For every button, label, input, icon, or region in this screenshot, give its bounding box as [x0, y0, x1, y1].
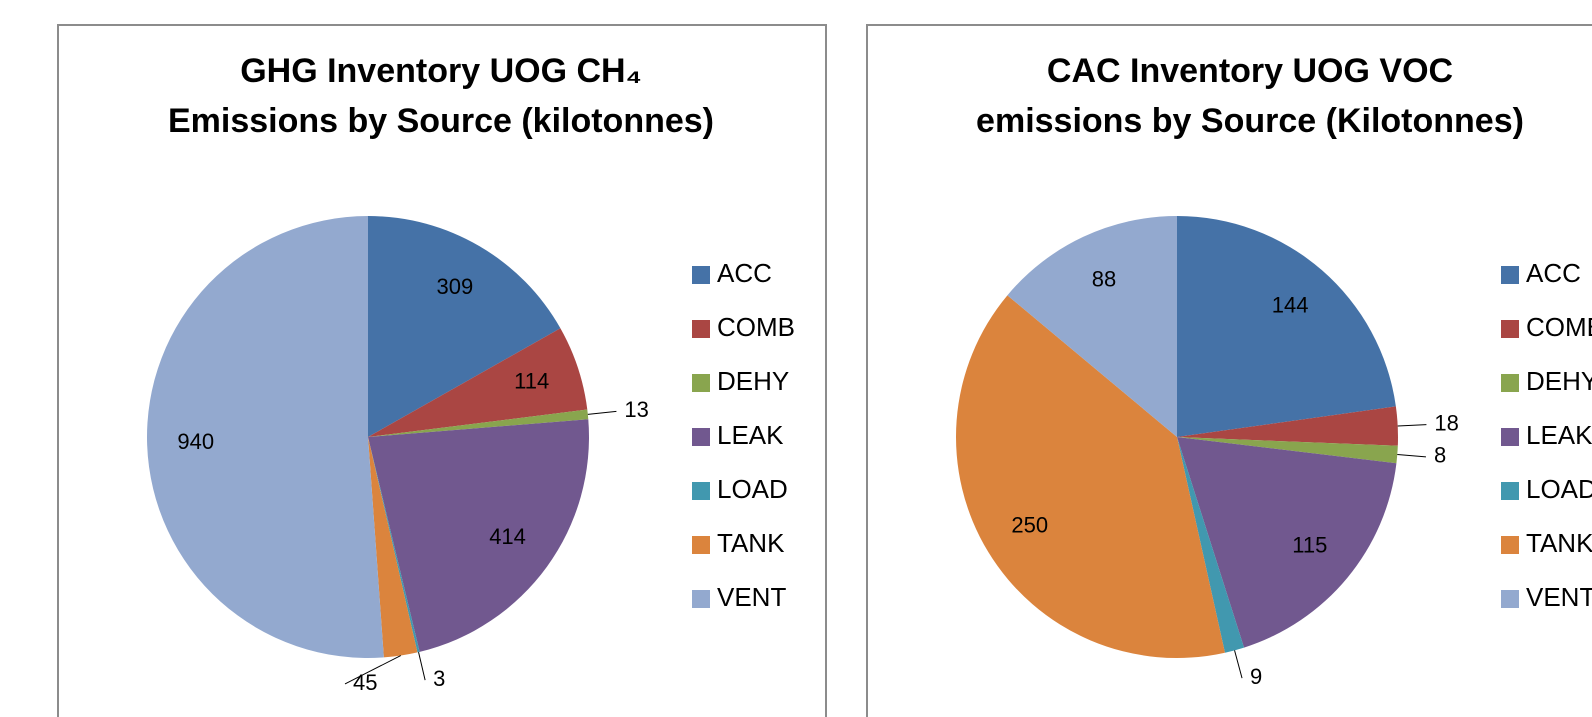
legend-swatch — [1501, 590, 1519, 608]
data-label: 250 — [1011, 512, 1048, 537]
chart-title: emissions by Source (Kilotonnes) — [976, 102, 1524, 140]
leader-line — [587, 410, 617, 415]
data-label: 144 — [1272, 293, 1309, 318]
leader-line — [1397, 454, 1426, 458]
legend-label: LEAK — [1526, 420, 1592, 450]
leader-line — [1397, 424, 1427, 427]
leader-line — [1234, 650, 1243, 679]
data-label: 114 — [514, 369, 549, 394]
data-label: 9 — [1250, 664, 1262, 689]
pie-slice — [1177, 437, 1397, 648]
data-label: 940 — [177, 429, 214, 454]
legend-swatch — [692, 428, 710, 446]
chart-title: GHG Inventory UOG CH₄ — [240, 52, 642, 90]
legend-swatch — [1501, 428, 1519, 446]
legend-label: VENT — [1526, 582, 1592, 612]
leader-line — [344, 655, 401, 685]
pie-slice — [368, 216, 561, 437]
data-label: 309 — [437, 274, 474, 299]
pie-slice — [147, 216, 384, 658]
legend-swatch — [692, 320, 710, 338]
legend-swatch — [692, 536, 710, 554]
leader-line — [418, 652, 426, 681]
legend-label: LOAD — [717, 474, 788, 504]
legend-swatch — [692, 266, 710, 284]
data-label: 88 — [1092, 267, 1116, 292]
legend-swatch — [692, 482, 710, 500]
legend-swatch — [692, 590, 710, 608]
legend-label: LEAK — [717, 420, 784, 450]
legend-label: VENT — [717, 582, 786, 612]
chart-title: CAC Inventory UOG VOC — [1047, 52, 1453, 90]
pie-slice — [1177, 406, 1399, 446]
data-label: 45 — [353, 670, 377, 695]
pie-slice — [368, 328, 588, 437]
pie-slice — [1007, 216, 1177, 437]
data-label: 414 — [489, 524, 526, 549]
pie-slice — [368, 437, 418, 658]
legend-label: DEHY — [717, 366, 789, 396]
legend-label: TANK — [717, 528, 785, 558]
legend-swatch — [1501, 536, 1519, 554]
data-label: 13 — [624, 397, 648, 422]
pie-slice — [1177, 216, 1396, 437]
data-label: 115 — [1292, 533, 1327, 558]
chart-title: Emissions by Source (kilotonnes) — [168, 102, 714, 140]
data-label: 18 — [1434, 410, 1458, 435]
pie-slice — [368, 409, 589, 437]
legend-label: LOAD — [1526, 474, 1592, 504]
legend-label: TANK — [1526, 528, 1592, 558]
legend-label: DEHY — [1526, 366, 1592, 396]
pie-slice — [368, 419, 589, 652]
pie-slice — [956, 295, 1225, 658]
pie-slice — [1177, 437, 1398, 464]
legend-swatch — [1501, 266, 1519, 284]
legend-swatch — [692, 374, 710, 392]
pie-slice — [1177, 437, 1245, 653]
data-label: 3 — [433, 666, 445, 691]
legend-label: COMB — [1526, 312, 1592, 342]
legend-label: ACC — [717, 258, 772, 288]
legend-swatch — [1501, 374, 1519, 392]
legend-label: ACC — [1526, 258, 1581, 288]
legend-swatch — [1501, 482, 1519, 500]
legend-label: COMB — [717, 312, 795, 342]
pie-slice — [368, 437, 420, 653]
legend-swatch — [1501, 320, 1519, 338]
data-label: 8 — [1434, 443, 1446, 468]
